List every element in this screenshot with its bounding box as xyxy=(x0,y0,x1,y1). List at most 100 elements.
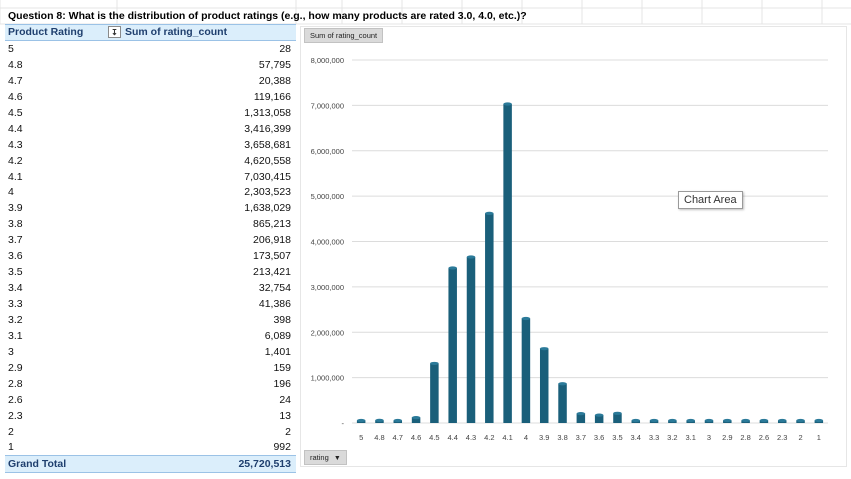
sort-descending-filter-icon[interactable]: ↧ xyxy=(108,26,121,38)
bar-rating-3.6[interactable] xyxy=(594,415,604,423)
axis-field-button-label: rating xyxy=(310,453,329,462)
bar-top-rating-3.5 xyxy=(613,411,622,415)
pivot-row[interactable]: 4.1 7,030,415 xyxy=(5,169,296,185)
bar-rating-4.5[interactable] xyxy=(430,363,439,423)
pivot-row-rating: 3.2 xyxy=(8,313,23,326)
bar-top-rating-4.3 xyxy=(466,255,476,259)
pivot-row[interactable]: 3.8 865,213 xyxy=(5,216,296,232)
pivot-row[interactable]: 3.2 398 xyxy=(5,312,296,328)
pivot-row-rating: 4.5 xyxy=(8,106,23,119)
pivot-row[interactable]: 4.8 57,795 xyxy=(5,57,296,73)
bar-top-rating-5 xyxy=(356,418,366,423)
pivot-row[interactable]: 3.5 213,421 xyxy=(5,264,296,280)
bar-rating-3.5[interactable] xyxy=(613,413,622,423)
pivot-row-count: 173,507 xyxy=(253,250,291,263)
chart-area-tooltip: Chart Area xyxy=(678,191,743,209)
bar-rating-4[interactable] xyxy=(521,318,531,423)
pivot-row-rating: 2.3 xyxy=(8,409,23,422)
pivot-row-count: 57,795 xyxy=(258,58,291,71)
pivot-row-count: 119,166 xyxy=(253,90,291,103)
pivot-row-count: 4,620,558 xyxy=(244,154,291,167)
pivot-row-rating: 2 xyxy=(8,425,14,438)
pivot-row[interactable]: 1 992 xyxy=(5,439,296,455)
pivot-header-row: Product Rating ↧ Sum of rating_count xyxy=(5,24,296,41)
pivot-row[interactable]: 2.3 13 xyxy=(5,408,296,424)
bar-top-rating-3.9 xyxy=(539,347,549,351)
bar-top-rating-4.7 xyxy=(393,418,403,423)
y-tick-label: 7,000,000 xyxy=(311,101,344,110)
pivot-row-rating: 2.6 xyxy=(8,393,23,406)
axis-field-button[interactable]: rating ▼ xyxy=(304,450,347,465)
pivot-row-rating: 5 xyxy=(8,43,14,55)
x-tick-label: 3.2 xyxy=(667,433,677,442)
grand-total-value: 25,720,513 xyxy=(238,458,291,471)
pivot-row-count: 6,089 xyxy=(264,329,291,342)
pivot-row[interactable]: 3.3 41,386 xyxy=(5,296,296,312)
bar-rating-3.7[interactable] xyxy=(576,413,586,423)
pivot-row-count: 41,386 xyxy=(258,298,291,310)
bar-top-rating-3.7 xyxy=(576,412,586,416)
pivot-row[interactable]: 4.6 119,166 xyxy=(5,89,296,105)
pivot-row[interactable]: 2.9 159 xyxy=(5,360,296,376)
x-tick-label: 3.6 xyxy=(594,433,604,442)
bar-rating-4.3[interactable] xyxy=(466,256,476,423)
pivot-row[interactable]: 5 28 xyxy=(5,41,296,57)
x-tick-label: 4.2 xyxy=(484,433,494,442)
y-tick-label: 1,000,000 xyxy=(311,374,344,383)
pivot-row-count: 159 xyxy=(273,361,291,374)
pivot-grand-total-row[interactable]: Grand Total 25,720,513 xyxy=(5,455,296,474)
pivot-row-rating: 4.8 xyxy=(8,58,23,71)
bar-top-rating-3.4 xyxy=(631,418,641,423)
pivot-row[interactable]: 3.1 6,089 xyxy=(5,328,296,344)
pivot-row[interactable]: 4.2 4,620,558 xyxy=(5,153,296,169)
bar-top-rating-4.4 xyxy=(448,266,457,270)
pivot-row-count: 992 xyxy=(273,441,291,454)
pivot-row[interactable]: 2.8 196 xyxy=(5,376,296,392)
x-tick-label: 5 xyxy=(359,433,363,442)
pivot-row[interactable]: 2.6 24 xyxy=(5,392,296,408)
x-tick-label: 4.5 xyxy=(429,433,439,442)
pivot-row[interactable]: 4 2,303,523 xyxy=(5,184,296,200)
x-tick-label: 4.7 xyxy=(393,433,403,442)
pivot-row[interactable]: 4.4 3,416,399 xyxy=(5,121,296,137)
bar-rating-4.1[interactable] xyxy=(503,103,512,423)
pivot-row-count: 20,388 xyxy=(258,74,291,87)
pivot-row-rating: 3 xyxy=(8,345,14,358)
pivot-row-count: 1,401 xyxy=(264,345,291,358)
pivot-row[interactable]: 3.4 32,754 xyxy=(5,280,296,296)
pivot-row[interactable]: 3.9 1,638,029 xyxy=(5,200,296,216)
bar-rating-4.2[interactable] xyxy=(485,213,494,423)
x-tick-label: 3.7 xyxy=(576,433,586,442)
bar-rating-4.4[interactable] xyxy=(448,267,457,423)
bar-top-rating-2.3 xyxy=(777,418,787,423)
pivot-row-count: 3,416,399 xyxy=(244,122,291,135)
pivot-row[interactable]: 3.6 173,507 xyxy=(5,248,296,264)
bar-rating-4.6[interactable] xyxy=(411,417,421,423)
pivot-row-rating: 4.2 xyxy=(8,154,23,167)
values-field-button[interactable]: Sum of rating_count xyxy=(304,28,384,43)
x-tick-label: 4.3 xyxy=(466,433,476,442)
bar-top-rating-1 xyxy=(814,418,824,423)
pivot-row-count: 24 xyxy=(279,393,291,406)
pivot-row-count: 206,918 xyxy=(253,234,291,247)
pivot-table[interactable]: Product Rating ↧ Sum of rating_count 5 28… xyxy=(5,24,296,474)
x-tick-label: 4.6 xyxy=(411,433,421,442)
pivot-header-rating[interactable]: Product Rating xyxy=(8,26,84,38)
pivot-rows: 5 28 4.8 57,795 4.7 20,388 4.6 119,166 4.5 1,313,… xyxy=(5,41,296,455)
pivot-row[interactable]: 4.3 3,658,681 xyxy=(5,137,296,153)
pivot-header-sum[interactable]: Sum of rating_count xyxy=(125,26,228,38)
pivot-row-rating: 3.6 xyxy=(8,250,23,263)
pivot-row-rating: 3.3 xyxy=(8,298,23,310)
bar-rating-3.8[interactable] xyxy=(558,383,567,423)
bar-rating-3.9[interactable] xyxy=(539,348,549,423)
pivot-row-count: 13 xyxy=(279,409,291,422)
pivot-row[interactable]: 4.5 1,313,058 xyxy=(5,105,296,121)
grand-total-label: Grand Total xyxy=(8,458,67,471)
pivot-row[interactable]: 3 1,401 xyxy=(5,344,296,360)
pivot-row[interactable]: 3.7 206,918 xyxy=(5,232,296,248)
pivot-row[interactable]: 4.7 20,388 xyxy=(5,73,296,89)
pivot-row-count: 1,638,029 xyxy=(244,202,291,215)
pivot-row-rating: 4 xyxy=(8,186,14,199)
